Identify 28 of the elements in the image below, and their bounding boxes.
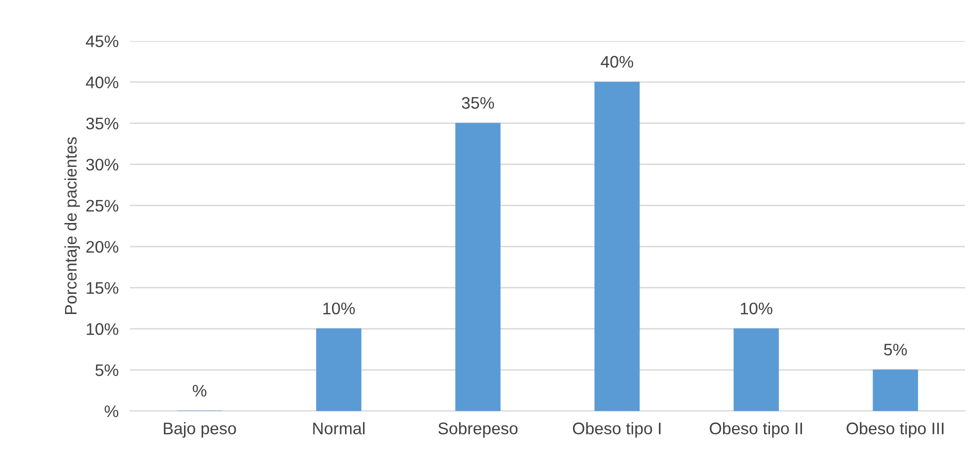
x-tick-label: Normal — [313, 422, 364, 434]
y-axis-title: Porcentaje de pacientes — [64, 137, 80, 314]
data-label: 40% — [600, 56, 634, 68]
y-tick-label: 10% — [86, 323, 118, 335]
y-tick-label: 45% — [86, 35, 118, 48]
x-tick-label: Sobrepeso — [438, 422, 518, 438]
x-tick-label: Obeso tipo III — [846, 422, 944, 438]
y-tick-label: 20% — [86, 240, 118, 253]
data-label: 35% — [462, 97, 494, 109]
bar — [872, 370, 918, 411]
y-tick-label: 30% — [86, 158, 118, 171]
data-label: 10% — [740, 302, 772, 314]
data-label: % — [192, 384, 206, 397]
bar — [594, 82, 640, 411]
x-tick-label: Obeso tipo I — [572, 422, 660, 438]
x-tick-label: Obeso tipo II — [710, 422, 802, 438]
x-tick-label: Bajo peso — [164, 422, 236, 438]
y-tick-label: % — [104, 405, 118, 418]
y-tick-label: 35% — [86, 118, 118, 130]
data-label: 10% — [323, 302, 355, 314]
bar — [734, 328, 779, 411]
y-tick-label: 25% — [86, 200, 118, 212]
data-label: 5% — [884, 344, 907, 356]
y-tick-label: 5% — [95, 364, 118, 376]
bar — [455, 122, 501, 411]
bar — [316, 328, 362, 411]
y-tick-label: 15% — [86, 282, 118, 294]
y-tick-label: 40% — [86, 76, 118, 88]
